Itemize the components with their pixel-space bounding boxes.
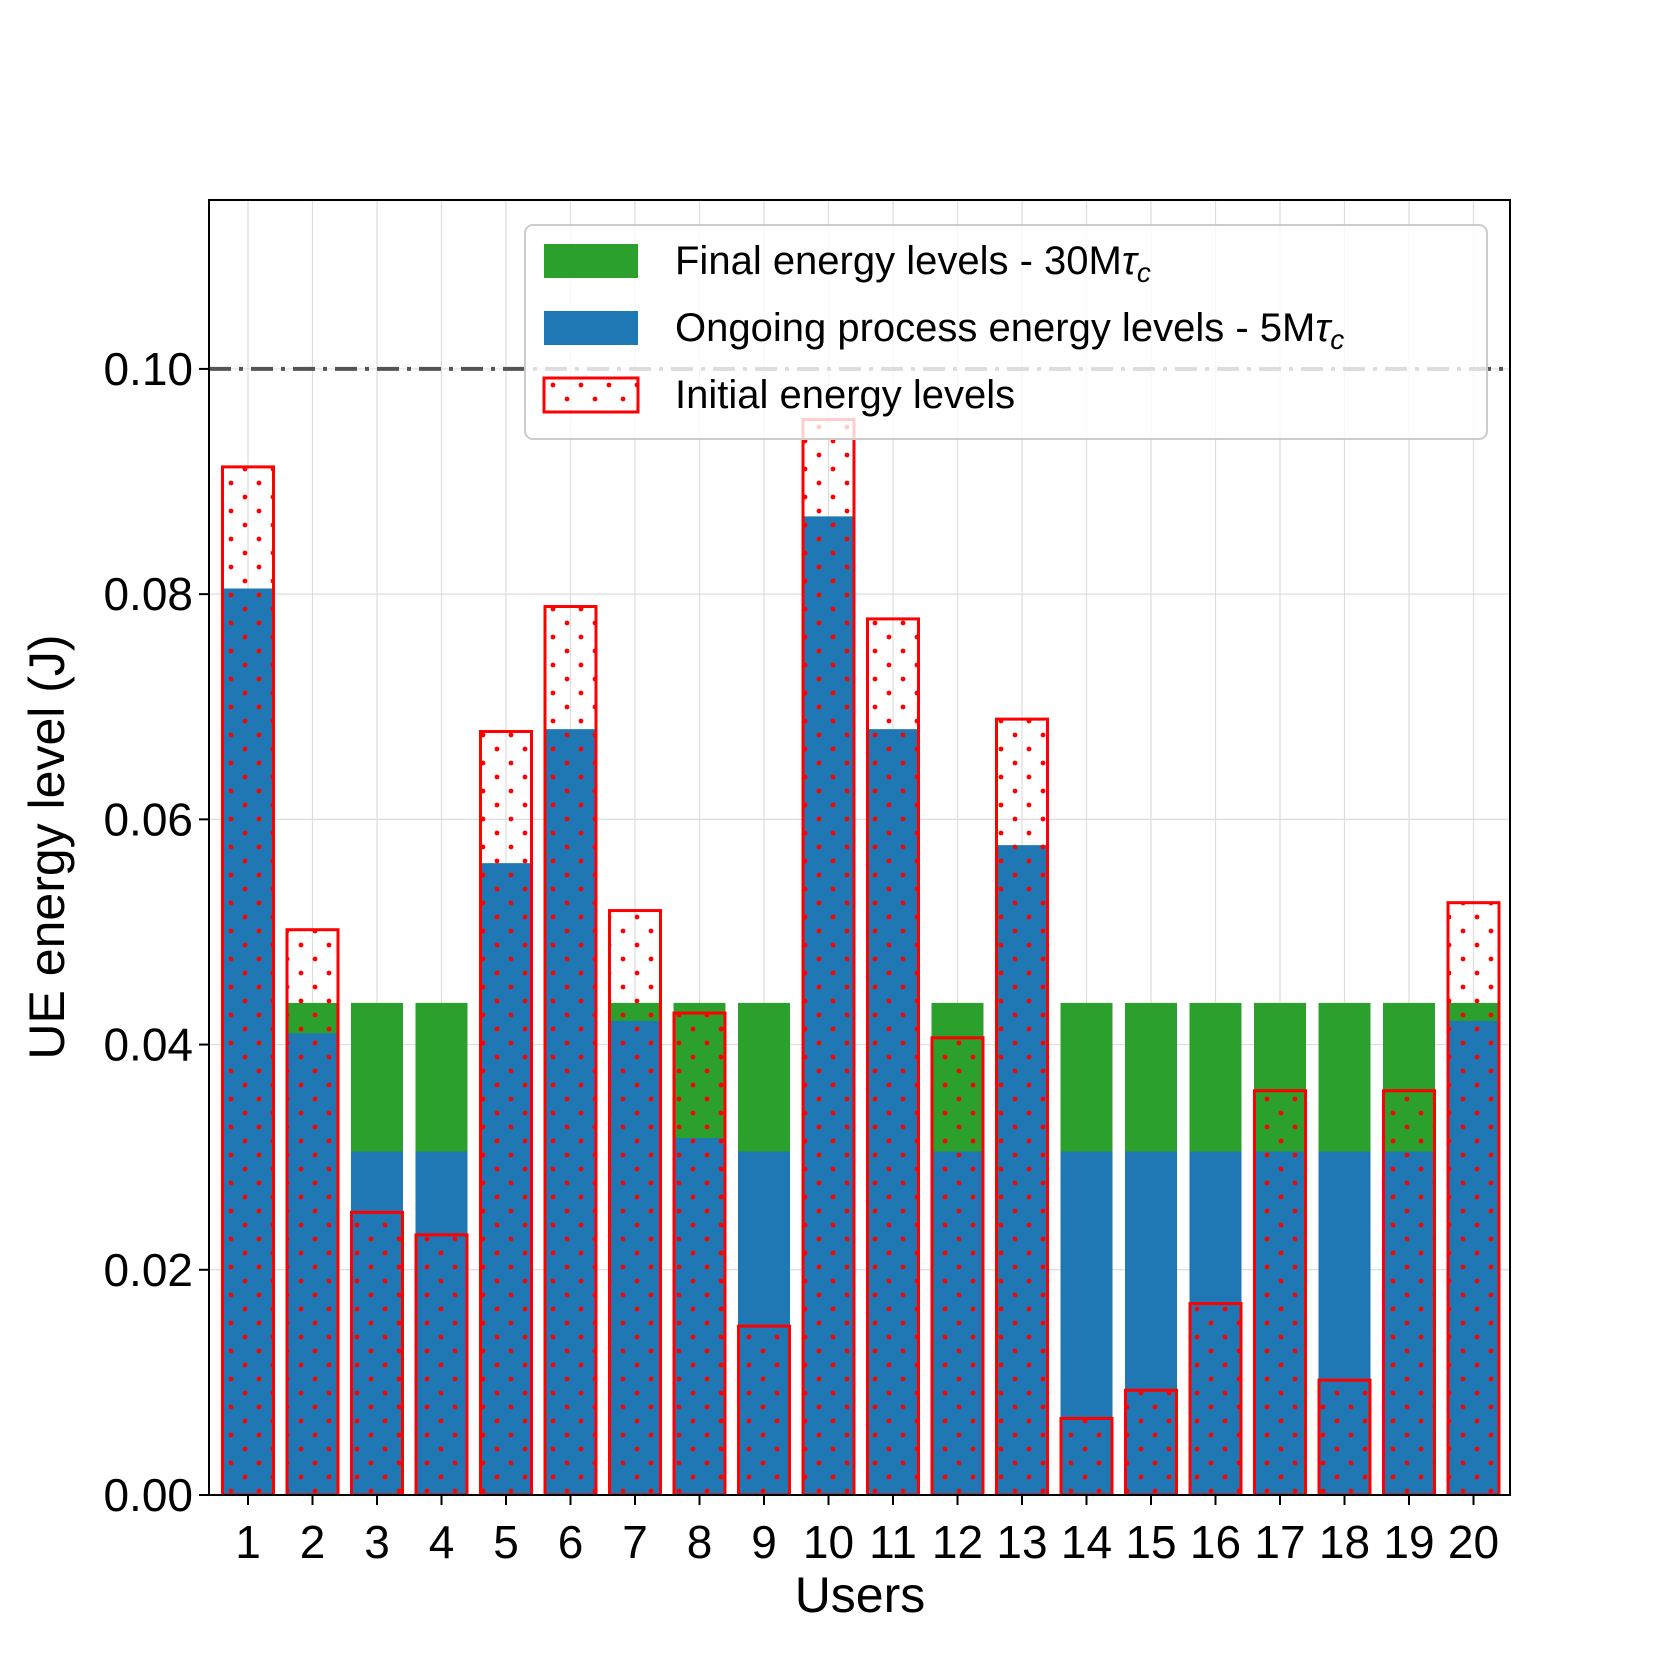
- legend: Final energy levels - 30Mτc Ongoing proc…: [524, 224, 1488, 440]
- bar-initial: [479, 730, 533, 1495]
- bar-initial: [1059, 1416, 1114, 1495]
- x-axis-title: Users: [795, 1567, 926, 1623]
- bar-initial: [1317, 1378, 1372, 1495]
- x-tick-label: 15: [1125, 1516, 1176, 1568]
- y-tick-label: 0.02: [103, 1244, 193, 1296]
- y-tick-label: 0.04: [103, 1019, 193, 1071]
- bar-initial: [1124, 1388, 1178, 1495]
- x-tick-label: 17: [1254, 1516, 1305, 1568]
- bar-initial: [737, 1324, 791, 1495]
- bar-initial: [350, 1210, 404, 1495]
- y-axis-title: UE energy level (J): [19, 634, 75, 1059]
- legend-label-ongoing-main: Ongoing process energy levels - 5M: [675, 306, 1315, 350]
- bar-initial: [414, 1233, 469, 1495]
- bar-initial: [1253, 1089, 1307, 1495]
- x-tick-label: 1: [235, 1516, 261, 1568]
- legend-swatch-ongoing: [544, 311, 638, 345]
- legend-label-ongoing: Ongoing process energy levels - 5Mτc: [675, 306, 1344, 355]
- x-tick-label: 5: [493, 1516, 519, 1568]
- legend-box: [524, 224, 1488, 440]
- x-tick-label: 19: [1383, 1516, 1434, 1568]
- bar-initial: [285, 928, 340, 1495]
- plot-frame: [208, 199, 1511, 1496]
- bar-initial: [995, 717, 1049, 1495]
- y-tick-label: 0.08: [103, 568, 193, 620]
- bar-initial: [801, 418, 856, 1495]
- x-tick-label: 2: [300, 1516, 326, 1568]
- legend-label-final-main: Final energy levels - 30M: [675, 239, 1122, 283]
- x-tick-label: 11: [869, 1516, 917, 1568]
- x-tick-label: 10: [803, 1516, 854, 1568]
- bar-initial: [1382, 1089, 1436, 1495]
- bar-initial: [1188, 1302, 1243, 1495]
- x-tick-label: 16: [1190, 1516, 1241, 1568]
- bar-initial: [1446, 901, 1501, 1495]
- bar-initial: [608, 909, 662, 1495]
- x-tick-label: 18: [1319, 1516, 1370, 1568]
- legend-label-final-sub: c: [1137, 257, 1151, 288]
- x-tick-label: 12: [932, 1516, 983, 1568]
- x-tick-label: 13: [996, 1516, 1047, 1568]
- y-axis: 0.00 0.02 0.04 0.06 0.08 0.10: [103, 343, 209, 1521]
- x-tick-label: 3: [364, 1516, 390, 1568]
- y-tick-label: 0.06: [103, 793, 193, 845]
- x-tick-label: 20: [1448, 1516, 1499, 1568]
- legend-label-ongoing-tau: τ: [1315, 306, 1333, 350]
- x-tick-label: 8: [687, 1516, 713, 1568]
- y-tick-label: 0.00: [103, 1469, 193, 1521]
- legend-swatch-final: [544, 244, 638, 278]
- legend-swatch-initial: [542, 376, 640, 414]
- bar-initial: [866, 617, 920, 1495]
- x-axis: 1 2 3 4 5 6 7 8 9 10 11 12 13 14 15 16 17 18 19 20: [235, 1495, 1499, 1568]
- x-tick-label: 4: [429, 1516, 455, 1568]
- x-tick-label: 6: [558, 1516, 584, 1568]
- legend-label-final-tau: τ: [1122, 239, 1140, 283]
- x-tick-label: 9: [751, 1516, 777, 1568]
- legend-label-ongoing-sub: c: [1330, 324, 1344, 355]
- bar-initial: [930, 1036, 985, 1495]
- initial-bars: [221, 418, 1501, 1495]
- x-tick-label: 14: [1061, 1516, 1112, 1568]
- x-tick-label: 7: [622, 1516, 648, 1568]
- bar-initial: [543, 605, 598, 1495]
- legend-label-initial: Initial energy levels: [675, 373, 1015, 417]
- legend-label-final: Final energy levels - 30Mτc: [675, 239, 1151, 288]
- bar-initial: [221, 465, 275, 1495]
- bar-initial: [672, 1011, 727, 1495]
- y-tick-label: 0.10: [103, 343, 193, 395]
